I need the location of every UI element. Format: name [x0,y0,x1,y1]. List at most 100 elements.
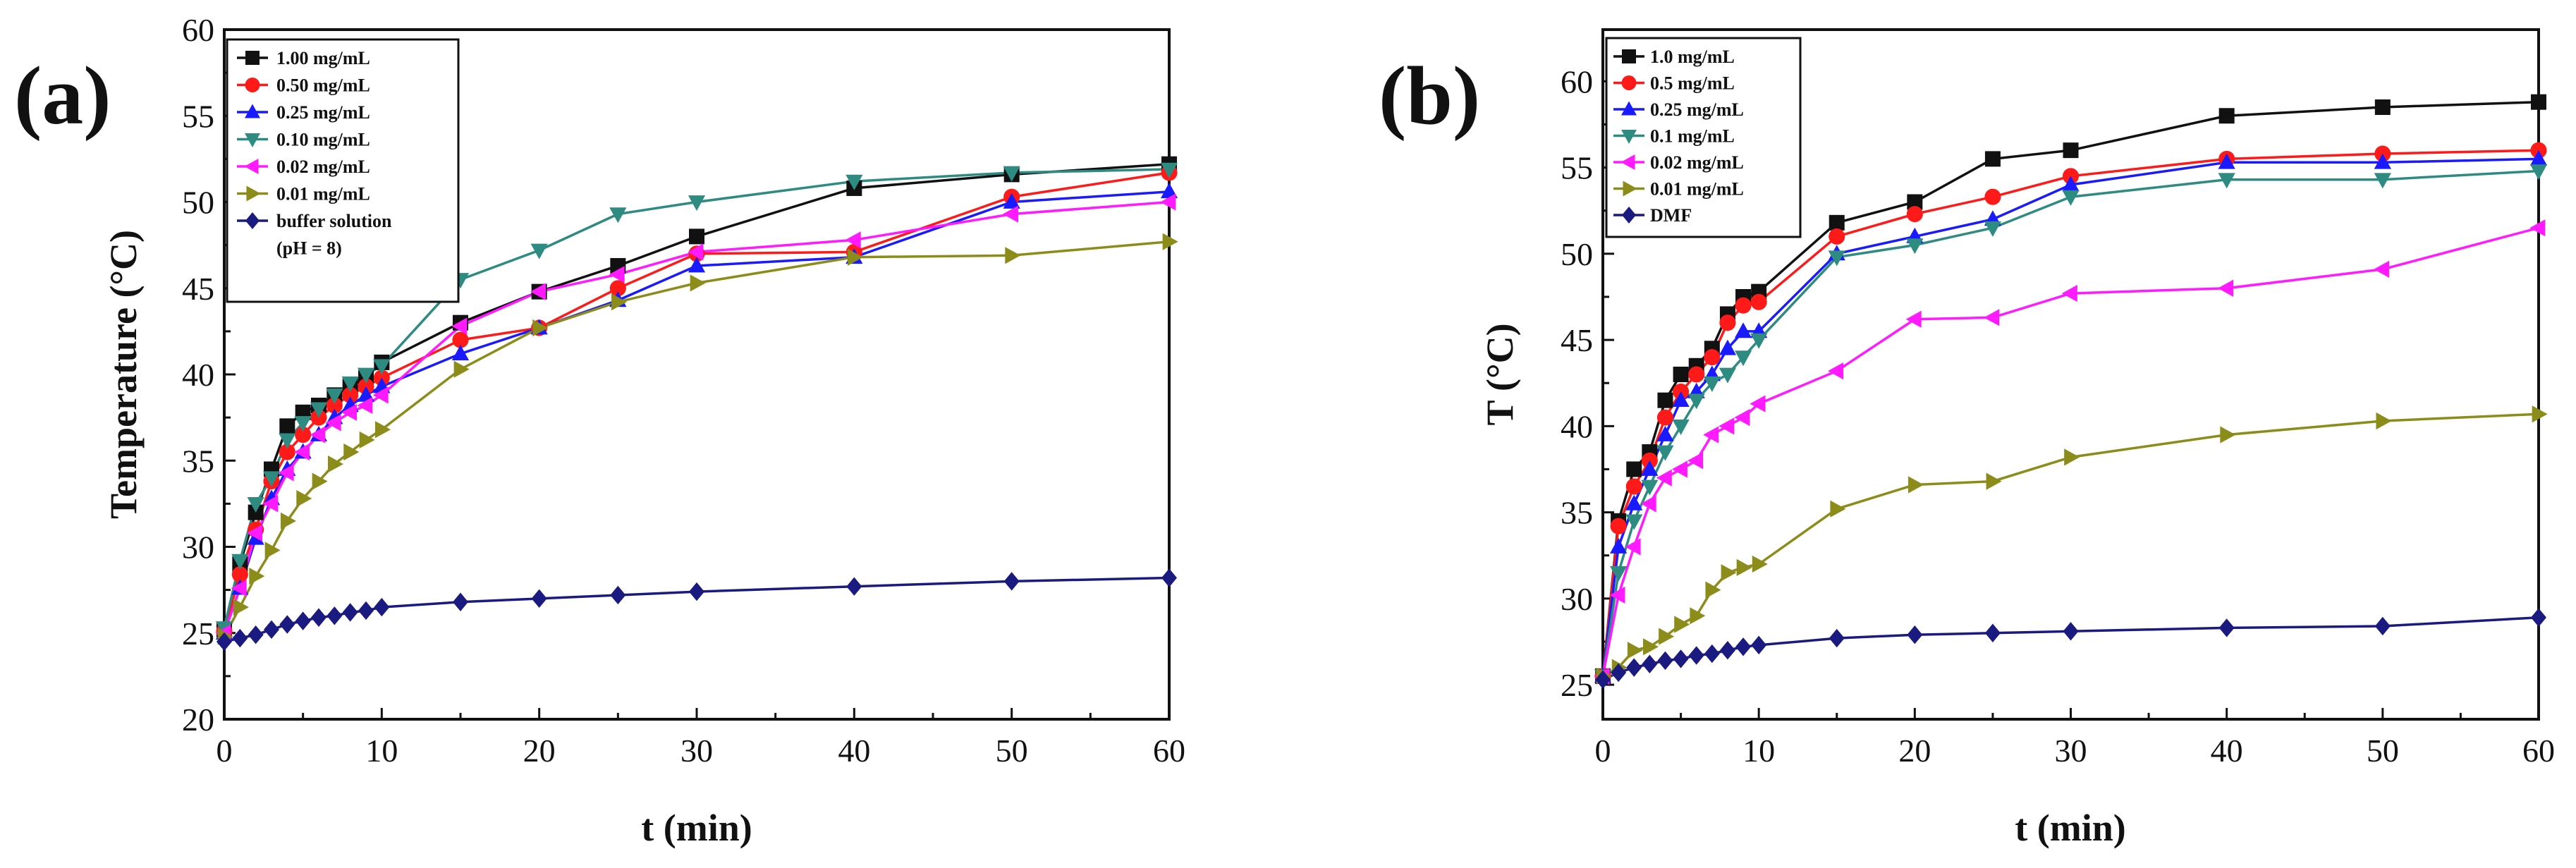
data-point [1659,628,1675,645]
x-tick-label: 0 [1595,733,1611,769]
data-point [249,567,265,585]
data-point [2374,260,2390,278]
data-point [1721,564,1737,582]
x-tick-label: 50 [996,733,1028,769]
data-point [2063,142,2079,159]
data-point [2062,190,2080,206]
data-point [2374,99,2391,116]
legend-label: buffer solution [276,211,392,231]
data-point [1906,206,1923,223]
data-point [1750,333,1768,349]
data-point [1719,367,1737,384]
y-tick-label: 50 [1561,236,1593,272]
legend-items: 1.0 mg/mL 0.5 mg/mL 0.25 mg/mL 0.1 mg/mL 0.0… [1613,47,1744,226]
data-point [1906,238,1924,255]
data-point [609,266,625,283]
y-tick-label: 30 [182,530,214,566]
data-point [1625,494,1643,511]
x-tick-label: 50 [2367,733,2399,769]
data-point [1830,500,1846,518]
data-point [2218,108,2235,124]
data-point [310,402,328,418]
data-point [310,426,326,444]
data-point [342,386,359,403]
data-point [1704,644,1720,664]
y-axis-ticks: 20 25 30 35 40 45 50 55 60 [182,12,236,738]
data-point [264,542,281,559]
data-point [1984,309,2000,326]
data-point [342,603,358,622]
data-point [532,319,549,337]
data-point [1829,214,1845,231]
data-point [1736,558,1752,576]
data-point [1751,635,1767,655]
data-point [216,632,232,652]
data-point [1611,663,1627,683]
data-point [1703,426,1719,444]
y-tick-label: 25 [1561,667,1593,703]
data-point [689,228,704,245]
data-point [279,444,295,460]
data-point [846,174,863,190]
data-point [2061,284,2077,302]
data-point [1160,162,1178,178]
data-point [1752,555,1768,573]
legend: 1.00 mg/mL 0.50 mg/mL 0.25 mg/mL 0.10 mg/mL… [226,38,460,303]
data-point [1828,250,1845,267]
data-point [1673,649,1689,668]
y-tick-label: 35 [1561,495,1593,531]
legend-items: 1.00 mg/mL 0.50 mg/mL 0.25 mg/mL 0.10 mg/mL… [237,48,392,259]
data-point [688,243,704,261]
data-point [295,427,312,444]
data-point [2062,176,2080,192]
data-point [1640,495,1656,513]
data-point [2374,616,2391,636]
data-point [1641,460,1659,476]
data-point [295,611,311,630]
data-point [231,554,249,570]
x-tick-label: 40 [838,733,870,769]
data-point [247,524,263,542]
data-point [327,456,343,473]
data-point [247,497,264,513]
data-point [690,274,706,292]
data-point [279,418,295,434]
y-tick-label: 60 [1561,63,1593,99]
series-line [223,200,1170,634]
series-line [1601,169,2539,677]
data-point [326,388,343,404]
y-tick-label: 35 [182,443,214,479]
x-axis-title: t (min) [641,807,752,849]
data-point [1907,194,1923,210]
x-tick-label: 60 [1153,733,1185,769]
legend-label: DMF [1650,205,1692,226]
data-point [374,597,390,617]
data-point [294,416,312,432]
data-point [1609,586,1625,604]
x-tick-label: 60 [2522,733,2555,769]
data-point [1907,476,1924,494]
data-point [343,443,360,461]
x-tick-label: 30 [2055,733,2087,769]
x-tick-label: 40 [2211,733,2243,769]
data-point [1656,445,1674,461]
data-point [1162,233,1178,250]
data-point [1595,670,1611,689]
data-point [531,589,547,609]
y-tick-label: 55 [182,98,214,134]
data-point [1003,166,1020,182]
series-markers [1594,94,2548,689]
data-point [1828,362,1844,380]
data-point [846,577,862,596]
x-axis-title: t (min) [2015,807,2125,849]
data-point [245,212,260,229]
data-point [1907,625,1923,644]
data-point [2374,173,2391,189]
data-point [1160,183,1178,199]
data-point [2374,153,2391,169]
data-point [1734,409,1750,427]
legend-label: 1.00 mg/mL [276,48,370,68]
data-point [245,51,260,65]
panel-label: (b) [1379,49,1480,142]
series-line [223,171,1170,632]
